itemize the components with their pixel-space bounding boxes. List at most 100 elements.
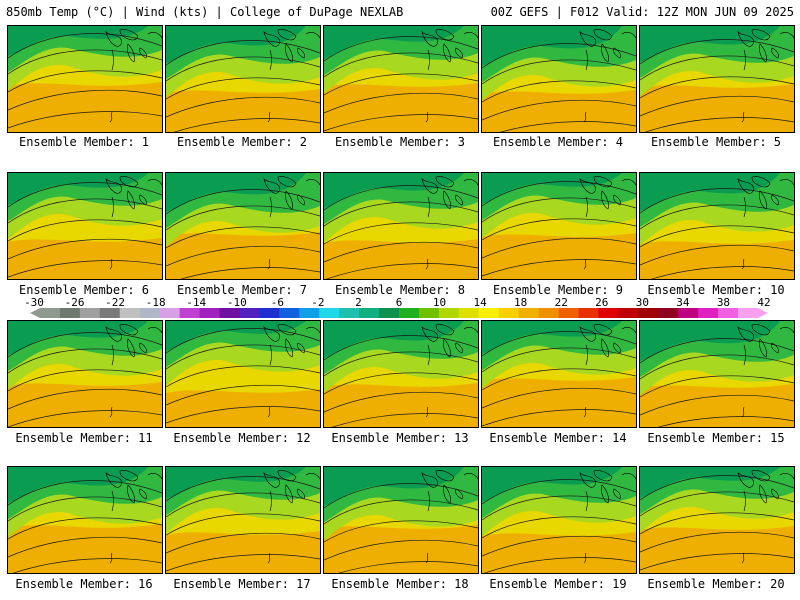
map-panel [165,25,321,133]
panel-label: Ensemble Member: 4 [492,135,624,149]
colorbar-swatch [399,308,420,318]
colorbar-swatch [578,308,599,318]
panel-label: Ensemble Member: 8 [334,283,466,297]
colorbar-swatch [179,308,201,318]
colorbar-swatch [598,308,619,318]
colorbar-swatch [79,308,101,318]
colorbar-swatch [239,308,260,318]
colorbar-swatch [299,308,320,318]
colorbar-tick-label: -6 [270,296,284,309]
map-panel [323,320,479,428]
colorbar-swatch [478,308,500,318]
colorbar [30,308,768,318]
colorbar-left-arrow [30,308,40,318]
panel-label: Ensemble Member: 3 [334,135,466,149]
colorbar-swatch [458,308,480,318]
map-panel [7,466,163,574]
map-panel [323,466,479,574]
colorbar-swatch [558,308,579,318]
colorbar-tick-label: -2 [311,296,325,309]
colorbar-swatch [738,308,759,318]
colorbar-swatch [40,308,61,318]
colorbar-swatch [678,308,699,318]
colorbar-swatch [638,308,659,318]
colorbar-tick-label: 10 [432,296,447,309]
colorbar-tick-label: 42 [757,296,771,309]
colorbar-swatch [199,308,220,318]
colorbar-right-arrow [758,308,768,318]
map-panel [165,320,321,428]
colorbar-swatch [159,308,181,318]
map-panel [323,172,479,280]
map-panel [639,172,795,280]
panel-label: Ensemble Member: 2 [176,135,308,149]
panel-label: Ensemble Member: 6 [18,283,150,297]
panel-label: Ensemble Member: 13 [331,431,469,445]
colorbar-tick-label: -18 [145,296,166,309]
panel-label: Ensemble Member: 17 [173,577,311,591]
colorbar-swatch [359,308,380,318]
map-panel [639,466,795,574]
colorbar-swatch [698,308,719,318]
colorbar-swatch [438,308,460,318]
colorbar-ticks: -30 -26 -22 -18 -14 -10 -6 -2 2 6 10 14 18 22 26 30 34 38… [0,296,800,310]
panel-label: Ensemble Member: 9 [492,283,624,297]
colorbar-tick-label: 22 [554,296,568,309]
colorbar-swatch [418,308,440,318]
colorbar-swatch [498,308,520,318]
colorbar-swatch [538,308,560,318]
map-panel [481,25,637,133]
header-title: 850mb Temp (°C) | Wind (kts) | College o… [6,5,404,19]
panel-label: Ensemble Member: 16 [15,577,153,591]
colorbar-tick-label: -10 [226,296,247,309]
colorbar-tick-label: 38 [716,296,731,309]
map-panel [639,25,795,133]
colorbar-swatch [139,308,161,318]
colorbar-tick-label: 34 [676,296,690,309]
map-panel [481,172,637,280]
colorbar-swatch [618,308,639,318]
colorbar-swatch [59,308,81,318]
panel-label: Ensemble Member: 5 [650,135,782,149]
map-panel [639,320,795,428]
map-panel [481,466,637,574]
panel-label: Ensemble Member: 11 [15,431,153,445]
colorbar-swatch [658,308,679,318]
colorbar-swatch [219,308,240,318]
colorbar-tick-label: -14 [186,296,207,309]
map-panel [323,25,479,133]
colorbar-tick-label: 14 [473,296,487,309]
colorbar-swatch [99,308,121,318]
colorbar-swatch [379,308,400,318]
colorbar-tick-label: 26 [595,296,609,309]
panel-label: Ensemble Member: 20 [647,577,785,591]
colorbar-swatch [319,308,340,318]
colorbar-tick-label: 6 [395,296,403,309]
map-panel [165,172,321,280]
colorbar-tick-label: -30 [24,296,44,309]
panel-label: Ensemble Member: 15 [647,431,785,445]
map-panel [7,25,163,133]
colorbar-swatch [718,308,739,318]
colorbar-swatch [119,308,141,318]
colorbar-tick-label: 30 [635,296,649,309]
panel-label: Ensemble Member: 12 [173,431,311,445]
colorbar-swatch [339,308,360,318]
panel-label: Ensemble Member: 14 [489,431,627,445]
map-panel [7,172,163,280]
header-valid-time: 00Z GEFS | F012 Valid: 12Z MON JUN 09 20… [490,5,794,19]
panel-label: Ensemble Member: 10 [647,283,785,297]
panel-label: Ensemble Member: 7 [176,283,308,297]
colorbar-swatch [259,308,280,318]
colorbar-tick-label: -26 [64,296,85,309]
colorbar-tick-label: 18 [514,296,528,309]
colorbar-tick-label: 2 [355,296,362,309]
panel-label: Ensemble Member: 18 [331,577,469,591]
panel-label: Ensemble Member: 1 [18,135,150,149]
colorbar-tick-label: -22 [105,296,126,309]
map-panel [165,466,321,574]
colorbar-swatch [518,308,540,318]
map-panel [7,320,163,428]
map-panel [481,320,637,428]
